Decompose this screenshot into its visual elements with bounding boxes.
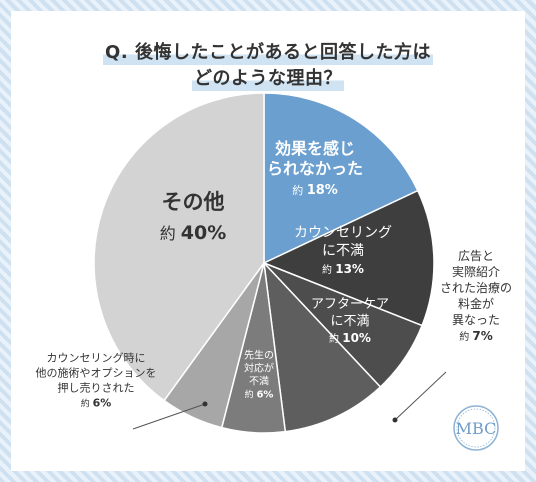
slice-label-2-line-1: 実際紹介 (452, 264, 500, 279)
pie-slice-1 (262, 189, 435, 327)
slice-value-prefix-5: 約 (81, 398, 93, 410)
slice-value-prefix-2: 約 (459, 330, 472, 343)
leader-dot-5 (202, 401, 208, 407)
slice-label-3-line-0: アフターケア (311, 297, 389, 312)
chart-title-line-2-text: どのような理由？ (192, 64, 344, 91)
chart-title-line-1-text: Q. 後悔したことがあると回答した方は (103, 38, 433, 65)
slice-value-6: 40% (181, 222, 226, 244)
slice-labels: 効果を感じられなかった約 18%カウンセリングに不満約 13%広告と実際紹介され… (36, 139, 513, 410)
slice-label-2: 広告と実際紹介された治療の料金が異なった約 7% (440, 249, 512, 343)
pie-slice-0 (263, 92, 419, 265)
slice-value-prefix-4: 約 (245, 389, 257, 401)
slice-label-1-line-0: カウンセリング (294, 225, 392, 241)
chart-title-line-1: Q. 後悔したことがあると回答した方は (0, 38, 536, 65)
slice-label-3: アフターケアに不満約 10% (311, 297, 389, 345)
slice-label-4-line-2: 不満 (249, 376, 269, 388)
slice-label-2-line-4: 異なった (452, 313, 500, 327)
mbc-logo: MBC (453, 405, 499, 451)
slice-label-2-line-3: 料金が (458, 296, 494, 311)
slice-label-1-line-1: に不満 (322, 243, 364, 259)
pie-slice-6 (93, 92, 265, 402)
leader-lines (132, 371, 447, 430)
leader-line-2 (394, 371, 447, 421)
pie-slices (93, 92, 435, 434)
slice-label-5-line-1: 他の施術やオプションを (36, 367, 157, 380)
leader-dot-2 (392, 417, 398, 423)
slice-label-4-line-0: 先生の (244, 349, 274, 362)
slice-label-6: その他約 40% (160, 190, 227, 244)
slice-label-3-line-1: に不満 (330, 314, 369, 329)
slice-label-1: カウンセリングに不満約 13% (294, 225, 392, 276)
slice-value-3: 10% (342, 331, 371, 345)
slice-label-5-line-0: カウンセリング時に (47, 351, 146, 365)
slice-label-4-line-1: 対応が (244, 362, 274, 375)
chart-title-line-2: どのような理由？ (0, 64, 536, 91)
slice-label-0: 効果を感じられなかった約 18% (267, 139, 363, 198)
slice-value-5: 6% (93, 397, 112, 410)
slice-value-1: 13% (335, 262, 364, 276)
logo-outer-ring (453, 405, 499, 451)
slice-label-2-line-2: された治療の (440, 281, 512, 295)
slice-label-5: カウンセリング時に他の施術やオプションを押し売りされた約 6% (36, 351, 157, 410)
slice-value-prefix-0: 約 (292, 183, 307, 197)
leader-line-5 (132, 403, 206, 430)
slice-label-4: 先生の対応が不満約 6% (244, 349, 274, 401)
slice-value-2: 7% (472, 329, 492, 343)
slice-label-0-line-0: 効果を感じ (275, 139, 355, 158)
slice-label-5-line-2: 押し売りされた (58, 381, 135, 395)
slice-value-prefix-3: 約 (329, 332, 342, 345)
pie-slice-3 (262, 260, 382, 433)
logo-text: MBC (456, 419, 497, 438)
slice-label-0-line-1: られなかった (267, 159, 363, 178)
slice-value-0: 18% (307, 183, 338, 198)
logo-inner-ring (456, 408, 496, 448)
slice-value-4: 6% (256, 390, 273, 401)
slice-label-2-line-0: 広告と (458, 249, 494, 263)
slice-value-prefix-1: 約 (322, 263, 335, 276)
slice-label-6-line-0: その他 (162, 190, 225, 214)
slice-value-prefix-6: 約 (160, 224, 181, 243)
